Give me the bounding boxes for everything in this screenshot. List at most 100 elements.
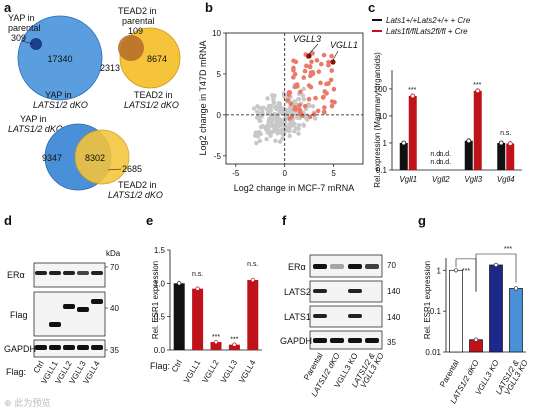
bar-e-flag-label: Flag: — [150, 361, 170, 371]
blot-f-marker-70: 70 — [387, 261, 396, 270]
blot-d-band-gapdh — [49, 345, 61, 350]
scatter-point-target — [291, 65, 296, 71]
blot-f-marker-140b: 140 — [387, 313, 401, 322]
bar-c-bars: Vgll1 n.d.n.d.n.d.n.d. Vgll2 Vgll3 Vgll4 *** *… — [399, 82, 515, 184]
bar-chart-panel-e: 0.00.51.01.5 CtrlVGLL1VGLL2VGLL3VGLL4n.s… — [150, 246, 262, 385]
scatter-point-target — [322, 105, 327, 110]
venn-circle-tead2-dko-2 — [74, 129, 130, 185]
scatter-point-gray — [301, 122, 306, 127]
venn1-right-label-1: YAP in — [45, 90, 72, 100]
bar-c-nd-label: n.d. — [430, 151, 442, 158]
scatter-point-gray — [271, 97, 276, 103]
scatter-point-target — [310, 51, 315, 56]
scatter-point-gray — [281, 91, 286, 96]
bar-g-y-tick-label: 0.01 — [425, 348, 441, 357]
scatter-point-target — [315, 108, 321, 114]
scatter-x-tick-label: -5 — [232, 169, 240, 178]
bar-e-sig: *** — [212, 334, 220, 341]
scatter-point-target — [314, 58, 320, 63]
bar-c-bar — [464, 140, 473, 170]
scatter-point-target — [308, 73, 313, 79]
scatter-point-target — [294, 82, 300, 87]
blot-f-era-membrane — [309, 254, 383, 278]
blot-d-marker-70: 70 — [110, 263, 119, 272]
bar-g-bar — [449, 269, 463, 353]
blot-d-band-gapdh — [63, 345, 75, 350]
western-blot-panel-d: kDa ERα Flag GAPDH 70 40 35 Flag: CtrlVG… — [4, 249, 121, 386]
bar-g-bar — [489, 264, 503, 353]
scatter-point-gray — [277, 139, 283, 144]
venn2-top-only: 109 — [128, 26, 143, 36]
blot-f-band-gapdh — [313, 338, 327, 343]
blot-d-band-era — [77, 271, 89, 275]
blot-d-flag-membrane — [33, 291, 106, 337]
bar-g-dot — [453, 268, 459, 273]
venn3-bottom-label-1: TEAD2 in — [118, 180, 157, 190]
bar-g-sig: *** — [462, 268, 470, 275]
scatter-y-tick-label: 0 — [217, 111, 222, 120]
bar-chart-panel-c: Lats1+/+Lats2+/+ + Cre Lats1fl/flLats2fl… — [372, 16, 522, 188]
scatter-x-tick-label: 0 — [282, 169, 287, 178]
blot-d-band-era — [49, 271, 61, 275]
bar-e-bar — [173, 283, 185, 350]
scatter-point-target — [298, 89, 303, 95]
scatter-point-gray — [260, 123, 265, 129]
bar-e-axes: 0.0 0.5 1.0 1.5 — [154, 246, 262, 355]
western-blot-panel-f: ERα LATS2 LATS1 GAPDH 70 140 140 35 Pare… — [280, 254, 401, 398]
scatter-point-target — [307, 64, 313, 70]
scatter-point-gray — [268, 108, 274, 113]
scatter-point-gray — [296, 96, 302, 102]
bar-c-bar — [497, 142, 506, 170]
scatter-point-gray — [254, 140, 259, 146]
blot-d-band-gapdh — [91, 345, 103, 350]
venn1-right-label-2: LATS1/2 dKO — [33, 100, 88, 110]
blot-f-lats2-membrane — [309, 280, 383, 303]
blot-d-band-flag — [63, 304, 75, 309]
scatter-points — [251, 51, 337, 146]
scatter-point-gray — [264, 136, 269, 142]
scatter-point-target — [289, 114, 295, 119]
bar-c-dot — [498, 140, 504, 146]
bar-e-y-tick-label: 1.0 — [154, 279, 166, 288]
scatter-point-gray — [291, 123, 296, 128]
blot-f-lats1-membrane — [309, 305, 383, 328]
panel-label-c: c — [368, 0, 376, 15]
venn-yap: YAP in parental 309 17340 YAP in LATS1/2… — [8, 13, 103, 110]
scatter-annotation-vgll1: VGLL1 — [330, 40, 358, 50]
scatter-point-gray — [251, 106, 257, 111]
bar-e-y-label: Rel. ESR1 expression — [151, 261, 160, 339]
venn2-top-label-1: TEAD2 in — [118, 6, 157, 16]
bar-e-dot — [250, 277, 255, 283]
scatter-point-target — [306, 96, 312, 102]
scatter-point-target — [326, 59, 331, 65]
bar-c-nd-label: n.d. — [439, 151, 451, 158]
bar-e-bar — [192, 288, 204, 350]
venn1-leader-line — [21, 40, 34, 45]
scatter-annotation-vgll3: VGLL3 — [293, 34, 321, 44]
blot-d-flag-row-label: Flag: — [6, 367, 26, 377]
venn-circle-yap-parental — [30, 38, 42, 50]
blot-d-row-flag: Flag — [10, 310, 28, 320]
scatter-point-target — [306, 83, 312, 88]
scatter-point-target — [291, 58, 296, 64]
blot-f-row-era: ERα — [288, 262, 306, 272]
scatter-point-gray — [255, 134, 261, 139]
scatter-point-gray — [274, 106, 279, 112]
bar-c-sig-vgll1: *** — [408, 87, 416, 94]
blot-f-band-lats1 — [348, 314, 362, 318]
blot-f-band-gapdh — [330, 338, 344, 343]
scatter-point-target — [300, 113, 305, 119]
panel-label-e: e — [146, 213, 154, 228]
bar-g-y-label: Rel. ESR1 expression — [423, 261, 432, 339]
venn2-top-label-2: parental — [122, 16, 155, 26]
scatter-x-label: Log2 change in MCF-7 mRNA — [234, 183, 355, 193]
scatter-point-gray — [260, 109, 265, 114]
blot-f-band-era — [313, 264, 327, 269]
bar-c-y-tick-label: 1 — [383, 139, 388, 148]
venn2-overlap: 8674 — [147, 54, 167, 64]
scatter-point-gray — [296, 126, 301, 131]
scatter-point-gray — [280, 118, 285, 124]
